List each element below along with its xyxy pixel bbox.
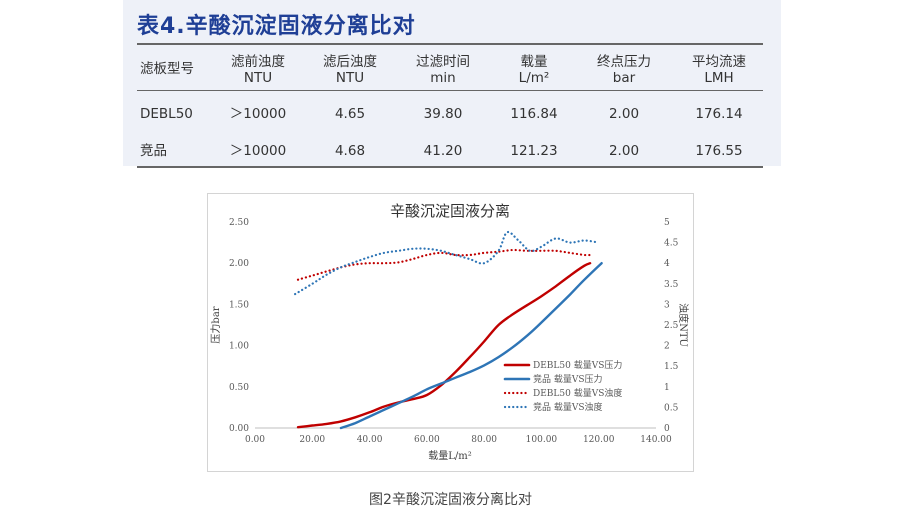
table-top-rule [137,43,763,45]
y-axis-title: 压力bar [209,306,222,343]
x-tick-label: 60.00 [414,435,440,445]
legend-label: DEBL50 载量VS压力 [533,359,622,371]
table-header-cell: 滤前浊度 [231,54,285,70]
table-cell: 2.00 [608,143,640,159]
chart-frame: 辛酸沉淀固液分离 0.00 20.00 40.00 60.00 80.00 100.00 12… [207,193,694,472]
table-cell: 4.68 [334,143,366,159]
series-line [296,262,592,429]
y-tick-label: 1.50 [229,300,249,310]
table-title: 表4.辛酸沉淀固液分离比对 [137,14,416,39]
y2-tick-label: 2 [664,342,670,352]
table-cell: 2.00 [608,106,640,122]
y2-tick-label: 3.5 [664,280,679,290]
table-cell: 竞品 [140,143,167,159]
x-tick-label: 40.00 [357,435,383,445]
table-header-cell: L/m² [518,70,550,86]
x-tick-label: 120.00 [583,435,615,445]
table-cell: 41.20 [423,143,463,159]
series-line [296,248,592,281]
table-cell: ＞10000 [229,106,287,122]
table-header-cell: 平均流速 [692,54,746,70]
chart-title: 辛酸沉淀固液分离 [390,202,510,220]
table-panel [123,0,781,166]
x-axis-title: 载量L/m² [428,450,472,462]
x-tick-label: 100.00 [526,435,558,445]
table-header-cell: 过滤时间 [416,54,470,70]
table-cell: ＞10000 [229,143,287,159]
table-cell: 121.23 [510,143,558,159]
table-cell: 116.84 [510,106,558,122]
table-cell: 4.65 [334,106,366,122]
y2-tick-label: 4 [664,259,670,269]
y2-tick-label: 5 [664,218,670,228]
y2-tick-label: 2.5 [664,321,679,331]
legend-label: DEBL50 载量VS浊度 [533,387,622,399]
table-cell: 176.55 [695,143,743,159]
table-header-cell: 载量 [520,54,548,70]
x-tick-label: 0.00 [245,435,265,445]
y2-tick-label: 0 [664,424,670,434]
x-tick-label: 140.00 [640,435,672,445]
table-cell: 176.14 [695,106,743,122]
table-cell: DEBL50 [140,106,193,122]
y2-tick-label: 1.5 [664,362,679,372]
table-header-cell: 终点压力 [597,54,651,70]
series-line [294,230,600,296]
y-tick-label: 0.00 [229,424,249,434]
table-header-cell: min [430,70,456,86]
table-header-cell: LMH [704,70,734,86]
table-header-cell: 滤后浊度 [323,54,377,70]
y2-tick-label: 4.5 [664,239,679,249]
y2-tick-label: 3 [664,300,670,310]
x-tick-label: 80.00 [471,435,497,445]
table-header-cell: NTU [243,70,273,86]
y-tick-label: 2.00 [229,259,249,269]
y-tick-label: 1.00 [229,342,249,352]
table-header-cell: 滤板型号 [140,61,194,77]
table-cell: 39.80 [423,106,463,122]
y2-axis-title: 浊度NTU [677,303,690,347]
table-header-cell: bar [612,70,636,86]
table-header-cell: NTU [335,70,365,86]
y-tick-label: 2.50 [229,218,249,228]
series-line [339,262,603,430]
y-tick-label: 0.50 [229,383,249,393]
table-bottom-rule [137,166,763,168]
figure-caption: 图2辛酸沉淀固液分离比对 [369,492,532,508]
y2-tick-label: 0.5 [664,403,679,413]
table-header-rule [137,90,763,91]
x-tick-label: 20.00 [299,435,325,445]
legend-label: 竞品 载量VS压力 [533,373,603,385]
y2-tick-label: 1 [664,383,670,393]
legend-label: 竞品 载量VS浊度 [533,401,603,413]
